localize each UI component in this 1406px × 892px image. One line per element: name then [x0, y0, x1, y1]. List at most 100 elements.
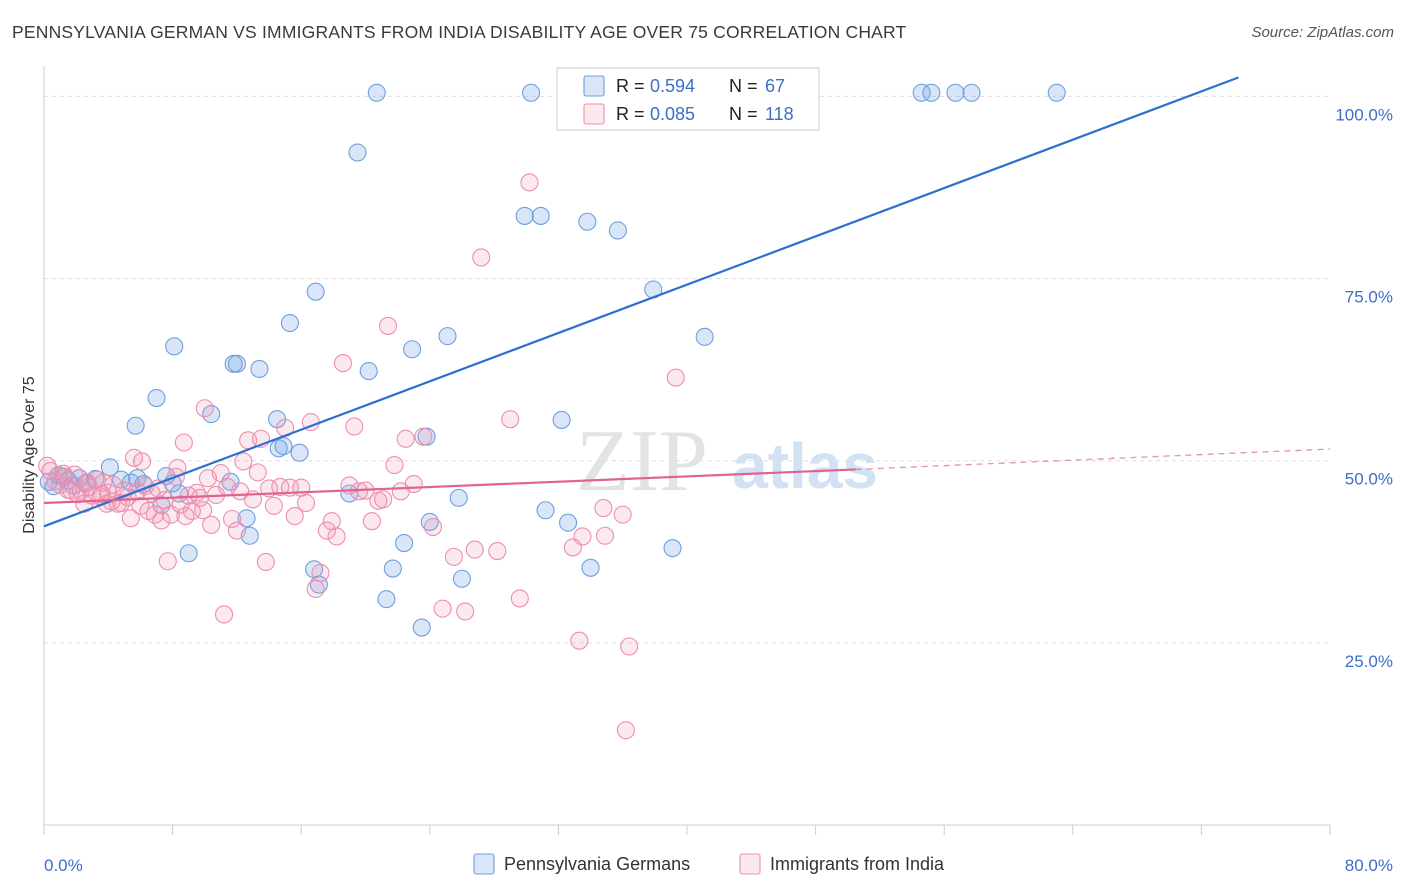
chart-title: PENNSYLVANIA GERMAN VS IMMIGRANTS FROM I…: [12, 22, 907, 42]
data-point: [395, 533, 414, 553]
data-point: [404, 474, 423, 494]
stats-legend-n-value: 118: [765, 104, 794, 124]
stats-legend-n-label: N =: [729, 104, 758, 124]
stats-legend-swatch-pink: [583, 103, 605, 125]
data-point: [280, 313, 299, 333]
data-point: [256, 552, 275, 572]
data-point: [38, 456, 57, 475]
data-point: [452, 569, 472, 588]
data-point: [269, 439, 288, 458]
data-point: [158, 552, 177, 571]
data-point: [348, 143, 367, 162]
data-point: [449, 488, 468, 507]
data-point: [488, 542, 507, 561]
data-point: [290, 443, 309, 462]
data-points: [38, 83, 1066, 740]
data-point: [412, 618, 431, 637]
data-point: [472, 248, 491, 267]
data-point: [362, 512, 381, 531]
data-point: [438, 327, 457, 346]
data-point: [147, 389, 166, 408]
data-point: [126, 416, 145, 435]
data-point: [306, 282, 325, 301]
data-point: [922, 83, 941, 102]
data-point: [465, 540, 484, 559]
data-point: [377, 590, 396, 609]
data-point: [306, 579, 325, 598]
data-point: [420, 512, 439, 531]
data-point: [333, 354, 353, 373]
data-point: [237, 509, 256, 528]
data-point: [594, 499, 613, 518]
data-point: [456, 602, 475, 621]
trend-line-immigrants-from-india: [43, 468, 856, 505]
data-point: [100, 458, 119, 477]
data-point: [608, 221, 627, 240]
data-point: [133, 452, 152, 471]
data-point: [433, 599, 452, 618]
data-point: [552, 410, 571, 429]
source-credit: Source: ZipAtlas.com: [1251, 24, 1394, 41]
data-point: [195, 399, 214, 418]
data-point: [174, 433, 193, 452]
watermark: ZIP atlas: [576, 413, 878, 510]
data-point: [414, 427, 433, 446]
data-point: [515, 206, 534, 225]
data-point: [274, 437, 293, 456]
data-point: [227, 521, 246, 540]
data-point: [912, 83, 931, 102]
data-point: [121, 509, 140, 528]
series-pink-points: [38, 83, 756, 740]
data-point: [152, 511, 171, 530]
series-blue-points: [39, 83, 1066, 637]
data-point: [581, 558, 600, 577]
data-point: [444, 547, 463, 566]
data-point: [522, 83, 541, 102]
data-point: [383, 559, 402, 578]
data-point: [573, 527, 592, 546]
data-point: [385, 456, 404, 475]
y-tick-label-75: 75.0%: [1345, 288, 1393, 307]
data-point: [520, 173, 539, 192]
series-legend: Pennsylvania Germans Immigrants from Indi…: [473, 853, 945, 875]
data-point: [104, 475, 123, 494]
stats-legend-r-value: 0.594: [650, 76, 695, 96]
series-legend-swatch-blue: [473, 853, 495, 875]
data-point: [345, 417, 364, 436]
data-point: [65, 465, 84, 484]
data-point: [1047, 83, 1066, 102]
data-point: [234, 452, 253, 471]
stats-legend-r-label: R =: [616, 104, 645, 124]
trend-line-immigrants-from-india-extension: [855, 448, 1331, 471]
data-point: [322, 512, 341, 531]
data-point: [663, 539, 682, 558]
data-point: [501, 410, 520, 429]
data-point: [378, 316, 398, 335]
data-point: [595, 526, 615, 545]
stats-legend: R = 0.594 N = 67 R = 0.085 N = 118: [556, 67, 820, 131]
data-point: [367, 83, 386, 102]
data-point: [165, 337, 184, 356]
data-point: [194, 501, 213, 520]
series-legend-label-pink: Immigrants from India: [770, 854, 945, 874]
trend-lines: [43, 76, 1331, 528]
data-point: [695, 327, 714, 346]
data-point: [327, 527, 346, 546]
stats-legend-swatch-blue: [583, 75, 605, 97]
data-point: [616, 721, 635, 740]
data-point: [223, 509, 242, 529]
data-point: [250, 359, 269, 378]
data-point: [423, 517, 443, 537]
data-point: [359, 362, 378, 381]
axes: 0.0% 80.0% 25.0% 50.0% 75.0% 100.0%: [43, 66, 1393, 875]
data-point: [317, 521, 336, 540]
data-point: [271, 477, 290, 496]
data-point: [403, 340, 422, 359]
stats-legend-r-label: R =: [616, 76, 645, 96]
data-point: [510, 589, 529, 608]
data-point: [214, 605, 234, 624]
trend-line-pennsylvania-germans: [43, 76, 1239, 528]
y-tick-label-25: 25.0%: [1345, 652, 1393, 671]
data-point: [558, 513, 578, 532]
